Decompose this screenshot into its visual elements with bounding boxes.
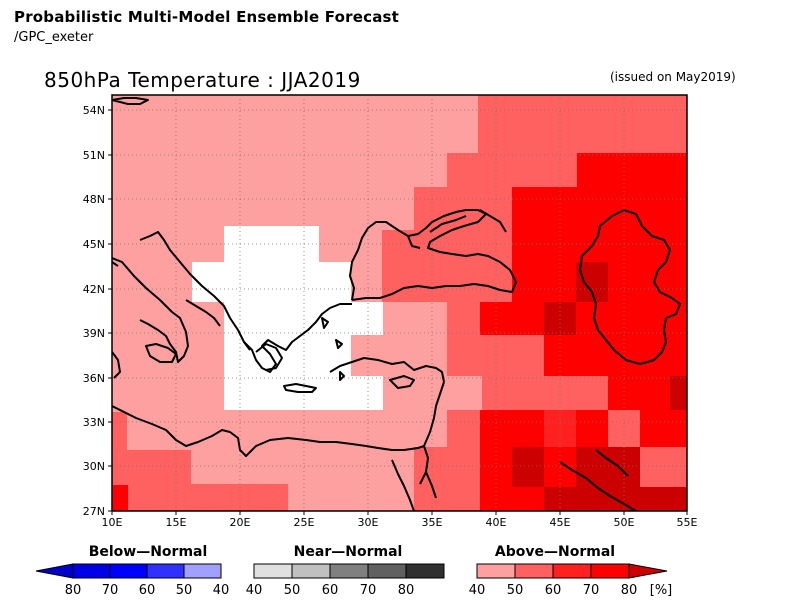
legend-tick: 70 bbox=[360, 583, 377, 598]
lon-label: 45E bbox=[550, 516, 571, 529]
latitude-labels: 27N 30N 33N 36N 39N 42N 45N 48N 51N 54N bbox=[83, 104, 105, 518]
coast-sicily bbox=[145, 343, 177, 363]
lat-label: 51N bbox=[83, 149, 105, 162]
legend-swatch bbox=[72, 563, 111, 579]
issued-date: (issued on May2019) bbox=[610, 70, 736, 84]
legend-swatch bbox=[590, 563, 630, 579]
probability-field bbox=[112, 95, 687, 511]
map-title: 850hPa Temperature : JJA2019 bbox=[44, 68, 361, 92]
coast-north-africa bbox=[112, 405, 425, 457]
lat-label: 42N bbox=[83, 283, 105, 296]
lon-label: 30E bbox=[358, 516, 379, 529]
coast-azov bbox=[479, 209, 507, 233]
legend-below-ticks: 80 70 60 50 40 bbox=[65, 583, 230, 598]
coast-crete bbox=[283, 383, 317, 393]
legend-above-title: Above—Normal bbox=[495, 544, 615, 560]
legend-above-arrow bbox=[628, 563, 668, 579]
legend-tick: 70 bbox=[102, 583, 119, 598]
lon-label: 35E bbox=[422, 516, 443, 529]
axis-ticks bbox=[108, 109, 688, 515]
legend-swatch bbox=[405, 563, 445, 579]
legend-tick: 70 bbox=[583, 583, 600, 598]
legend-tick: 40 bbox=[469, 583, 486, 598]
lat-label: 48N bbox=[83, 193, 105, 206]
legend-unit: [%] bbox=[650, 583, 673, 598]
lon-label: 40E bbox=[486, 516, 507, 529]
legend-swatch bbox=[109, 563, 148, 579]
legend-tick: 50 bbox=[284, 583, 301, 598]
lat-label: 33N bbox=[83, 416, 105, 429]
legend-tick: 60 bbox=[322, 583, 339, 598]
legend: Below—Normal Near—Normal Above—Normal bbox=[35, 544, 673, 598]
lon-label: 10E bbox=[102, 516, 123, 529]
legend-swatch bbox=[367, 563, 407, 579]
legend-above-ticks: 40 50 60 70 80 [%] bbox=[469, 583, 673, 598]
coast-crimea bbox=[407, 215, 467, 249]
legend-tick: 40 bbox=[246, 583, 263, 598]
legend-tick: 80 bbox=[621, 583, 638, 598]
lon-label: 25E bbox=[294, 516, 315, 529]
field-above-50 bbox=[112, 95, 687, 511]
product-source: /GPC_exeter bbox=[14, 30, 94, 45]
legend-swatch bbox=[146, 563, 185, 579]
legend-tick: 60 bbox=[139, 583, 156, 598]
lat-label: 45N bbox=[83, 238, 105, 251]
legend-below-bar bbox=[35, 563, 222, 579]
legend-near-title: Near—Normal bbox=[294, 544, 403, 560]
legend-swatch bbox=[552, 563, 592, 579]
lat-label: 39N bbox=[83, 327, 105, 340]
coast-persian-gulf bbox=[559, 449, 637, 511]
coast-peloponnese bbox=[255, 343, 283, 371]
coast-adriatic-east bbox=[139, 231, 251, 351]
coast-cyprus bbox=[389, 375, 415, 389]
legend-tick: 50 bbox=[507, 583, 524, 598]
map-frame bbox=[111, 94, 688, 512]
coast-red-sea bbox=[391, 445, 437, 511]
lat-label: 27N bbox=[83, 505, 105, 518]
product-title: Probabilistic Multi-Model Ensemble Forec… bbox=[14, 8, 400, 26]
lat-label: 30N bbox=[83, 460, 105, 473]
longitude-labels: 10E 15E 20E 25E 30E 35E 40E 45E 50E 55E bbox=[102, 516, 698, 529]
lon-label: 50E bbox=[614, 516, 635, 529]
graticule bbox=[112, 95, 687, 511]
legend-above-bar bbox=[476, 563, 668, 579]
coast-north-edge bbox=[112, 97, 149, 105]
coast-levant bbox=[423, 381, 445, 447]
coast-aegean-islands bbox=[321, 317, 345, 381]
legend-tick: 40 bbox=[213, 583, 230, 598]
legend-near-ticks: 40 50 60 70 80 bbox=[246, 583, 415, 598]
lat-label: 36N bbox=[83, 372, 105, 385]
legend-swatch bbox=[183, 563, 222, 579]
lon-label: 15E bbox=[166, 516, 187, 529]
legend-tick: 50 bbox=[176, 583, 193, 598]
legend-tick: 80 bbox=[65, 583, 82, 598]
legend-swatch bbox=[253, 563, 293, 579]
coast-italy-heel bbox=[185, 299, 221, 327]
coast-black-sea-west bbox=[349, 209, 487, 301]
coast-black-sea-south bbox=[351, 253, 517, 301]
legend-below-arrow bbox=[35, 563, 74, 579]
lon-label: 55E bbox=[677, 516, 698, 529]
legend-near-bar bbox=[253, 563, 445, 579]
coastlines bbox=[112, 97, 681, 511]
coast-greece bbox=[243, 303, 352, 373]
legend-tick: 60 bbox=[545, 583, 562, 598]
legend-swatch bbox=[329, 563, 369, 579]
coast-italy bbox=[112, 257, 189, 363]
legend-swatch bbox=[476, 563, 516, 579]
legend-swatch bbox=[514, 563, 554, 579]
coast-turkey-south bbox=[329, 357, 445, 383]
coast-sardinia bbox=[112, 351, 121, 379]
lat-label: 54N bbox=[83, 104, 105, 117]
legend-swatch bbox=[291, 563, 331, 579]
legend-tick: 80 bbox=[398, 583, 415, 598]
legend-below-title: Below—Normal bbox=[89, 544, 208, 560]
coast-caspian bbox=[579, 209, 681, 365]
lon-label: 20E bbox=[230, 516, 251, 529]
